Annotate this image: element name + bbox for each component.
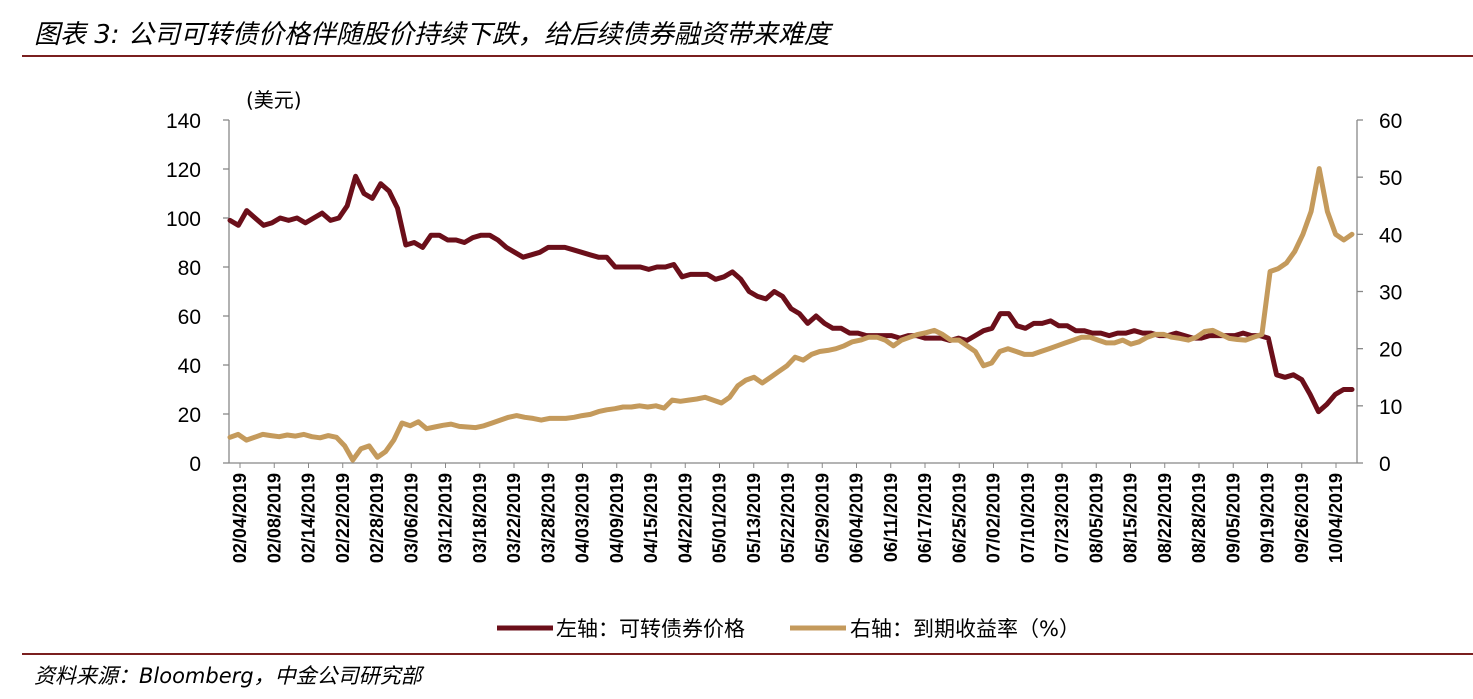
left-tick-label: 80 (178, 257, 201, 280)
x-tick-label: 10/04/2019 (1326, 473, 1346, 563)
left-tick-label: 0 (189, 453, 201, 476)
x-tick-label: 06/04/2019 (847, 473, 867, 563)
chart-title: 图表 3: 公司可转债价格伴随股价持续下跌，给后续债券融资带来难度 (34, 20, 830, 50)
x-tick-label: 09/19/2019 (1258, 473, 1278, 563)
x-tick-label: 02/04/2019 (230, 473, 250, 563)
right-tick-label: 10 (1379, 396, 1402, 419)
x-tick-label: 05/13/2019 (744, 473, 764, 563)
x-tick-label: 04/22/2019 (675, 473, 695, 563)
left-tick-label: 20 (178, 404, 201, 427)
x-tick-label: 05/22/2019 (778, 473, 798, 563)
x-tick-label: 09/05/2019 (1223, 473, 1243, 563)
x-tick-label: 08/05/2019 (1086, 473, 1106, 563)
left-tick-label: 120 (166, 159, 201, 182)
x-tick-label: 03/22/2019 (504, 473, 524, 563)
series-lines (227, 166, 1355, 463)
x-tick-label: 07/23/2019 (1052, 473, 1072, 563)
x-tick-label: 05/01/2019 (710, 473, 730, 563)
x-tick-label: 02/14/2019 (299, 473, 319, 563)
x-tick-label: 04/15/2019 (641, 473, 661, 563)
source-note: 资料来源：Bloomberg，中金公司研究部 (34, 664, 422, 688)
x-tick-label: 08/28/2019 (1189, 473, 1209, 563)
right-tick-label: 0 (1379, 453, 1391, 476)
x-tick-label: 06/25/2019 (949, 473, 969, 563)
left-tick-label: 100 (166, 208, 201, 231)
left-tick-label: 40 (178, 355, 201, 378)
right-tick-label: 60 (1379, 110, 1402, 133)
left-tick-label: 140 (166, 110, 201, 133)
x-tick-label: 03/18/2019 (470, 473, 490, 563)
legend-label: 右轴：到期收益率（%） (850, 617, 1080, 641)
title-divider (22, 55, 1473, 57)
x-tick-label: 06/17/2019 (915, 473, 935, 563)
x-tick-label: 02/28/2019 (367, 473, 387, 563)
x-tick-label: 08/15/2019 (1121, 473, 1141, 563)
x-tick-label: 07/02/2019 (984, 473, 1004, 563)
left-axis-unit: (美元) (246, 88, 302, 112)
x-tick-label: 04/09/2019 (607, 473, 627, 563)
source-divider (22, 653, 1473, 655)
x-tick-label: 03/28/2019 (538, 473, 558, 563)
x-tick-label: 02/08/2019 (264, 473, 284, 563)
x-tick-label: 03/12/2019 (436, 473, 456, 563)
x-tick-label: 07/10/2019 (1018, 473, 1038, 563)
right-tick-label: 30 (1379, 282, 1402, 305)
right-tick-label: 50 (1379, 167, 1402, 190)
x-tick-label: 04/03/2019 (573, 473, 593, 563)
right-tick-label: 40 (1379, 224, 1402, 247)
axes: 0 20 40 60 80 100 120 140 0 10 20 30 40 50 60 02/04/201… (166, 110, 1402, 563)
left-tick-label: 60 (178, 306, 201, 329)
x-tick-label: 08/22/2019 (1155, 473, 1175, 563)
x-tick-label: 02/22/2019 (333, 473, 353, 563)
legend: 左轴：可转债券价格 右轴：到期收益率（%） (497, 617, 1080, 641)
x-tick-label: 06/11/2019 (881, 473, 901, 562)
right-tick-label: 20 (1379, 339, 1402, 362)
x-tick-label: 05/29/2019 (812, 473, 832, 563)
series-line-yield-to-maturity (227, 166, 1355, 463)
x-tick-label: 03/06/2019 (401, 473, 421, 563)
x-tick-label: 09/26/2019 (1292, 473, 1312, 563)
series-line-bond-price (227, 173, 1355, 415)
legend-label: 左轴：可转债券价格 (556, 617, 745, 641)
